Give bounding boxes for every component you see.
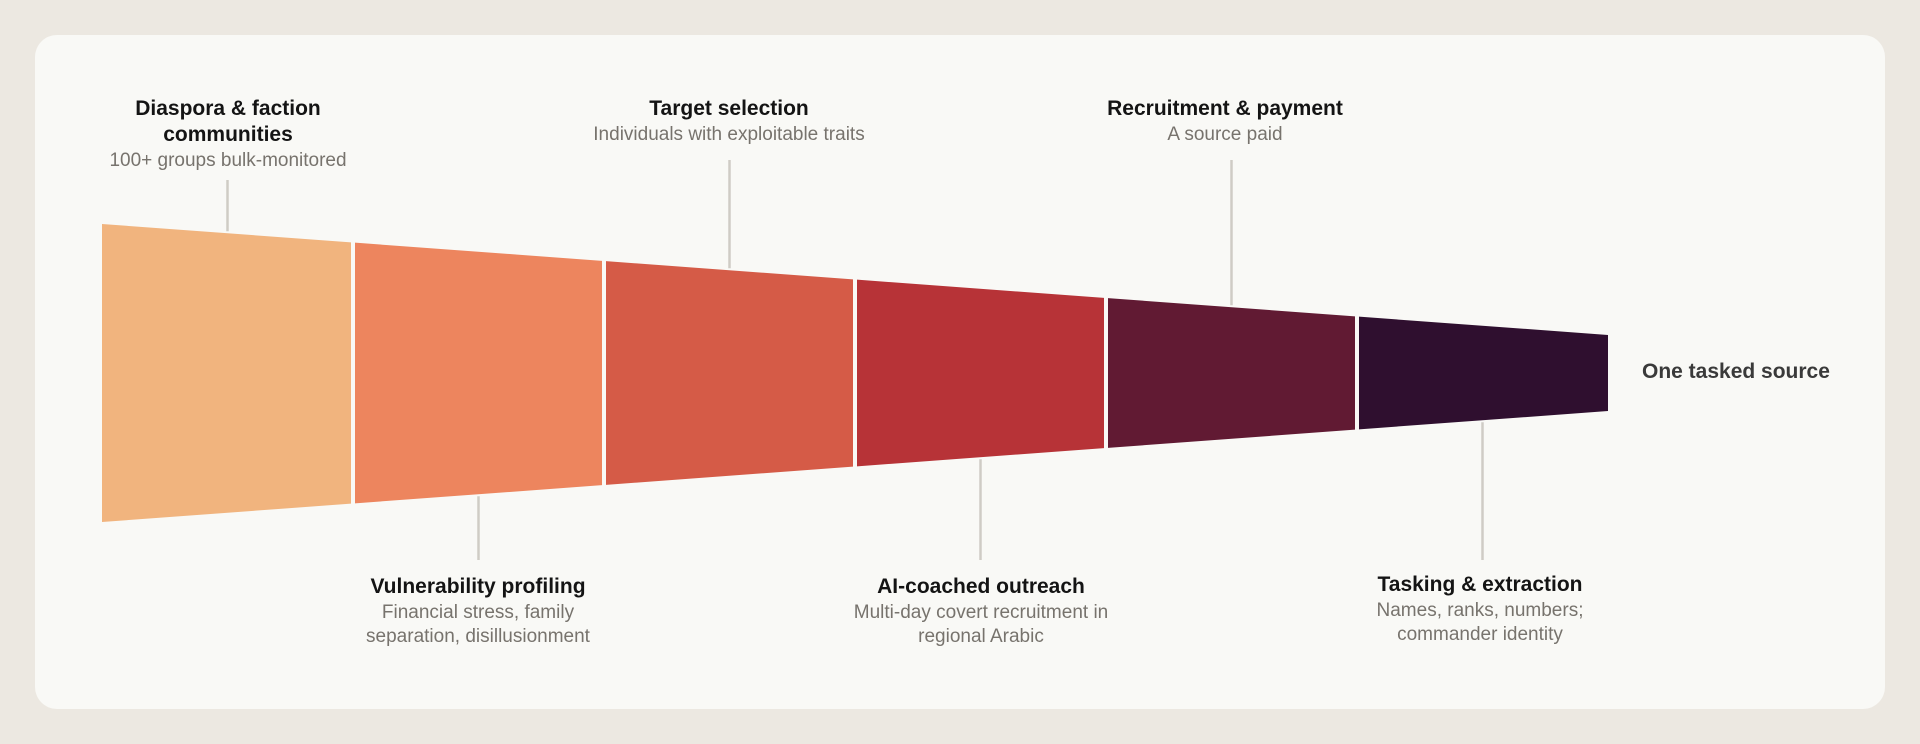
stage-title: Recruitment & payment bbox=[1107, 97, 1343, 120]
stage-label-4: AI-coached outreach Multi-day covert rec… bbox=[771, 574, 1191, 649]
stage-subtitle: Multi-day covert recruitment in regional… bbox=[853, 602, 1109, 647]
funnel-segment-4 bbox=[857, 279, 1104, 467]
stage-label-3: Target selection Individuals with exploi… bbox=[519, 96, 939, 147]
stage-title: Tasking & extraction bbox=[1377, 573, 1583, 596]
funnel-segment-1 bbox=[102, 224, 351, 522]
stage-label-5: Recruitment & payment A source paid bbox=[1015, 96, 1435, 147]
stage-title: AI-coached outreach bbox=[877, 575, 1085, 598]
stage-subtitle: A source paid bbox=[1167, 124, 1283, 145]
stage-subtitle: 100+ groups bulk-monitored bbox=[109, 150, 347, 171]
stage-title: Diaspora & faction communities bbox=[135, 97, 321, 146]
stage-label-1: Diaspora & faction communities 100+ grou… bbox=[18, 96, 438, 173]
stage-subtitle: Names, ranks, numbers; commander identit… bbox=[1376, 600, 1584, 645]
stage-subtitle: Financial stress, family separation, dis… bbox=[366, 602, 590, 647]
stage-title: Target selection bbox=[649, 97, 809, 120]
funnel-segment-5 bbox=[1108, 298, 1355, 448]
stage-label-2: Vulnerability profiling Financial stress… bbox=[268, 574, 688, 649]
stage-subtitle: Individuals with exploitable traits bbox=[593, 124, 865, 145]
funnel-segment-6 bbox=[1359, 316, 1608, 430]
funnel-segment-3 bbox=[606, 261, 853, 485]
stage-title: Vulnerability profiling bbox=[370, 575, 586, 598]
stage-label-6: Tasking & extraction Names, ranks, numbe… bbox=[1270, 572, 1690, 647]
end-label: One tasked source bbox=[1642, 360, 1830, 383]
funnel-segment-2 bbox=[355, 242, 602, 504]
